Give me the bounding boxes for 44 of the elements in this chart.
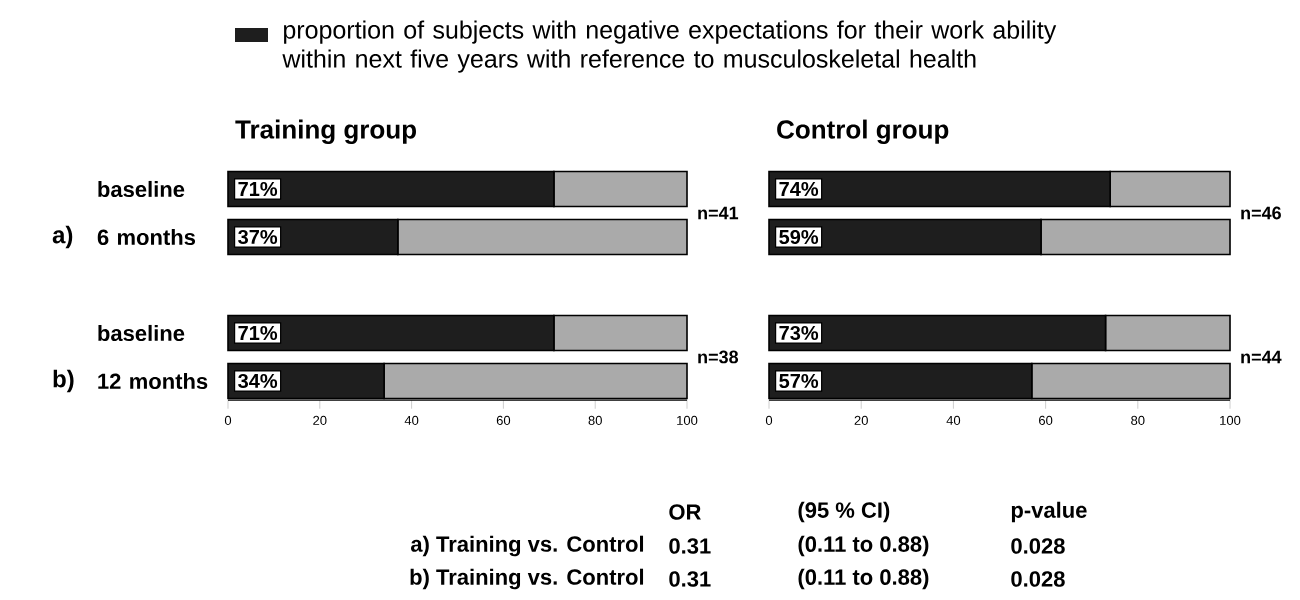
- legend-label: proportion of subjects with negative expectations for their work ability within next five years with reference to musculoskeletal health: [282, 20, 1057, 73]
- text: (95 % CI): [798, 501, 890, 523]
- text: n=38: [698, 350, 739, 364]
- y-tick-label: 6 months: [97, 228, 196, 246]
- text: b) Training vs. Control: [410, 568, 644, 590]
- data-label: 37%: [238, 229, 278, 245]
- data-label: 71%: [238, 181, 278, 197]
- y-tick-label: baseline: [98, 324, 185, 342]
- x-tick-label: 0: [224, 415, 232, 425]
- text: n=46: [1241, 206, 1281, 220]
- data-label: 73%: [779, 325, 819, 341]
- x-tick-label: 40: [404, 415, 419, 425]
- text: a): [52, 225, 73, 249]
- chart-title: Control group: [777, 119, 949, 144]
- data-label: 71%: [238, 325, 278, 341]
- text: OR: [669, 504, 701, 520]
- x-tick-label: 80: [1131, 415, 1145, 425]
- text: n=44: [1241, 350, 1282, 364]
- chart-title: Training group: [235, 119, 416, 144]
- text: 0.028: [1011, 538, 1065, 554]
- x-tick-label: 100: [677, 415, 698, 425]
- x-tick-label: 60: [496, 415, 511, 425]
- x-tick-label: 40: [946, 415, 961, 425]
- x-tick-label: 80: [588, 415, 602, 425]
- data-label: 74%: [779, 181, 819, 197]
- x-tick-label: 60: [1039, 415, 1053, 425]
- text: a) Training vs. Control: [410, 535, 644, 557]
- x-tick-label: 100: [1220, 415, 1241, 425]
- y-tick-label: 12 months: [98, 372, 208, 390]
- text: (0.11 to 0.88): [798, 535, 929, 557]
- x-tick-label: 0: [765, 415, 773, 425]
- text: b): [53, 369, 74, 393]
- y-tick-label: baseline: [98, 180, 185, 198]
- text: 0.31: [669, 538, 711, 554]
- x-tick-label: 20: [854, 415, 868, 425]
- data-label: 34%: [238, 373, 278, 389]
- data-label: 57%: [779, 373, 819, 389]
- text: (0.11 to 0.88): [798, 568, 929, 590]
- text: n=41: [698, 206, 739, 220]
- text: 0.31: [669, 571, 711, 587]
- text: p-value: [1011, 501, 1087, 523]
- x-tick-label: 20: [313, 415, 327, 425]
- text: 0.028: [1011, 571, 1065, 587]
- data-label: 59%: [779, 229, 819, 245]
